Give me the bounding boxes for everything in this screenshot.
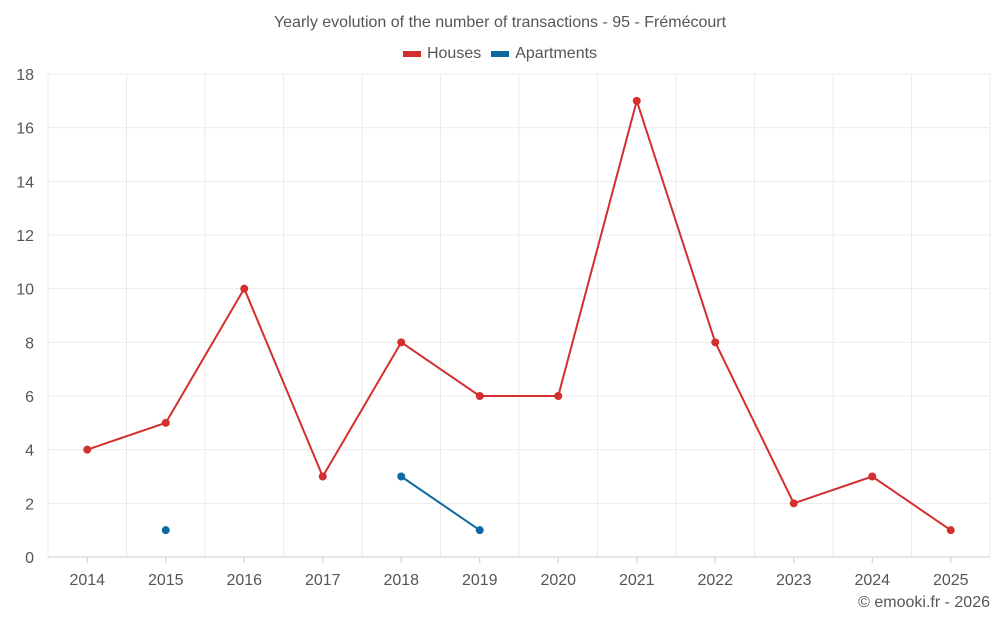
series-line-apartments — [400, 475, 481, 531]
data-point-houses — [711, 338, 720, 347]
data-point-houses — [240, 284, 249, 293]
x-tick-label: 2016 — [226, 572, 262, 589]
y-tick-label: 16 — [16, 121, 34, 138]
data-point-houses — [475, 392, 484, 400]
y-tick-label: 0 — [25, 550, 34, 567]
x-tick-label: 2015 — [148, 572, 184, 589]
data-point-apartments — [161, 526, 170, 535]
y-tick-label: 18 — [16, 67, 34, 84]
chart-legend: Houses Apartments — [0, 45, 1000, 63]
x-tick-label: 2017 — [305, 572, 341, 589]
data-point-houses — [397, 338, 406, 347]
x-tick-label: 2014 — [69, 572, 105, 589]
chart-title: Yearly evolution of the number of transa… — [273, 14, 727, 31]
data-point-apartments — [397, 472, 406, 481]
x-tick-label: 2025 — [933, 572, 969, 589]
legend-swatch-houses — [402, 51, 421, 57]
y-tick-label: 14 — [16, 174, 34, 191]
y-tick-label: 10 — [16, 282, 34, 299]
legend-item-apartments[interactable]: Apartments — [491, 45, 597, 63]
y-tick-label: 6 — [25, 389, 34, 406]
x-tick-label: 2024 — [854, 572, 890, 589]
legend-label-houses: Houses — [426, 45, 482, 62]
y-tick-label: 4 — [25, 443, 34, 460]
y-tick-label: 2 — [25, 496, 34, 513]
legend-swatch-apartments — [491, 51, 510, 57]
data-point-apartments — [475, 526, 484, 535]
legend-item-houses[interactable]: Houses — [402, 45, 482, 63]
data-point-houses — [946, 526, 955, 535]
data-point-houses — [632, 96, 641, 105]
legend-label-apartments: Apartments — [515, 45, 598, 62]
data-point-houses — [789, 499, 798, 508]
y-tick-label: 12 — [16, 228, 34, 245]
x-tick-label: 2019 — [462, 572, 498, 589]
data-point-houses — [318, 472, 327, 481]
x-tick-label: 2021 — [619, 572, 655, 589]
data-point-houses — [161, 418, 170, 427]
data-point-houses — [868, 472, 877, 481]
data-point-houses — [83, 445, 92, 454]
x-tick-label: 2023 — [776, 572, 812, 589]
series-line-houses — [86, 99, 952, 531]
copyright-credit: © emooki.fr - 2026 — [858, 594, 990, 611]
data-point-houses — [554, 392, 563, 400]
x-tick-label: 2022 — [697, 572, 733, 589]
x-tick-label: 2020 — [540, 572, 576, 589]
y-tick-label: 8 — [25, 335, 34, 352]
x-tick-label: 2018 — [383, 572, 419, 589]
